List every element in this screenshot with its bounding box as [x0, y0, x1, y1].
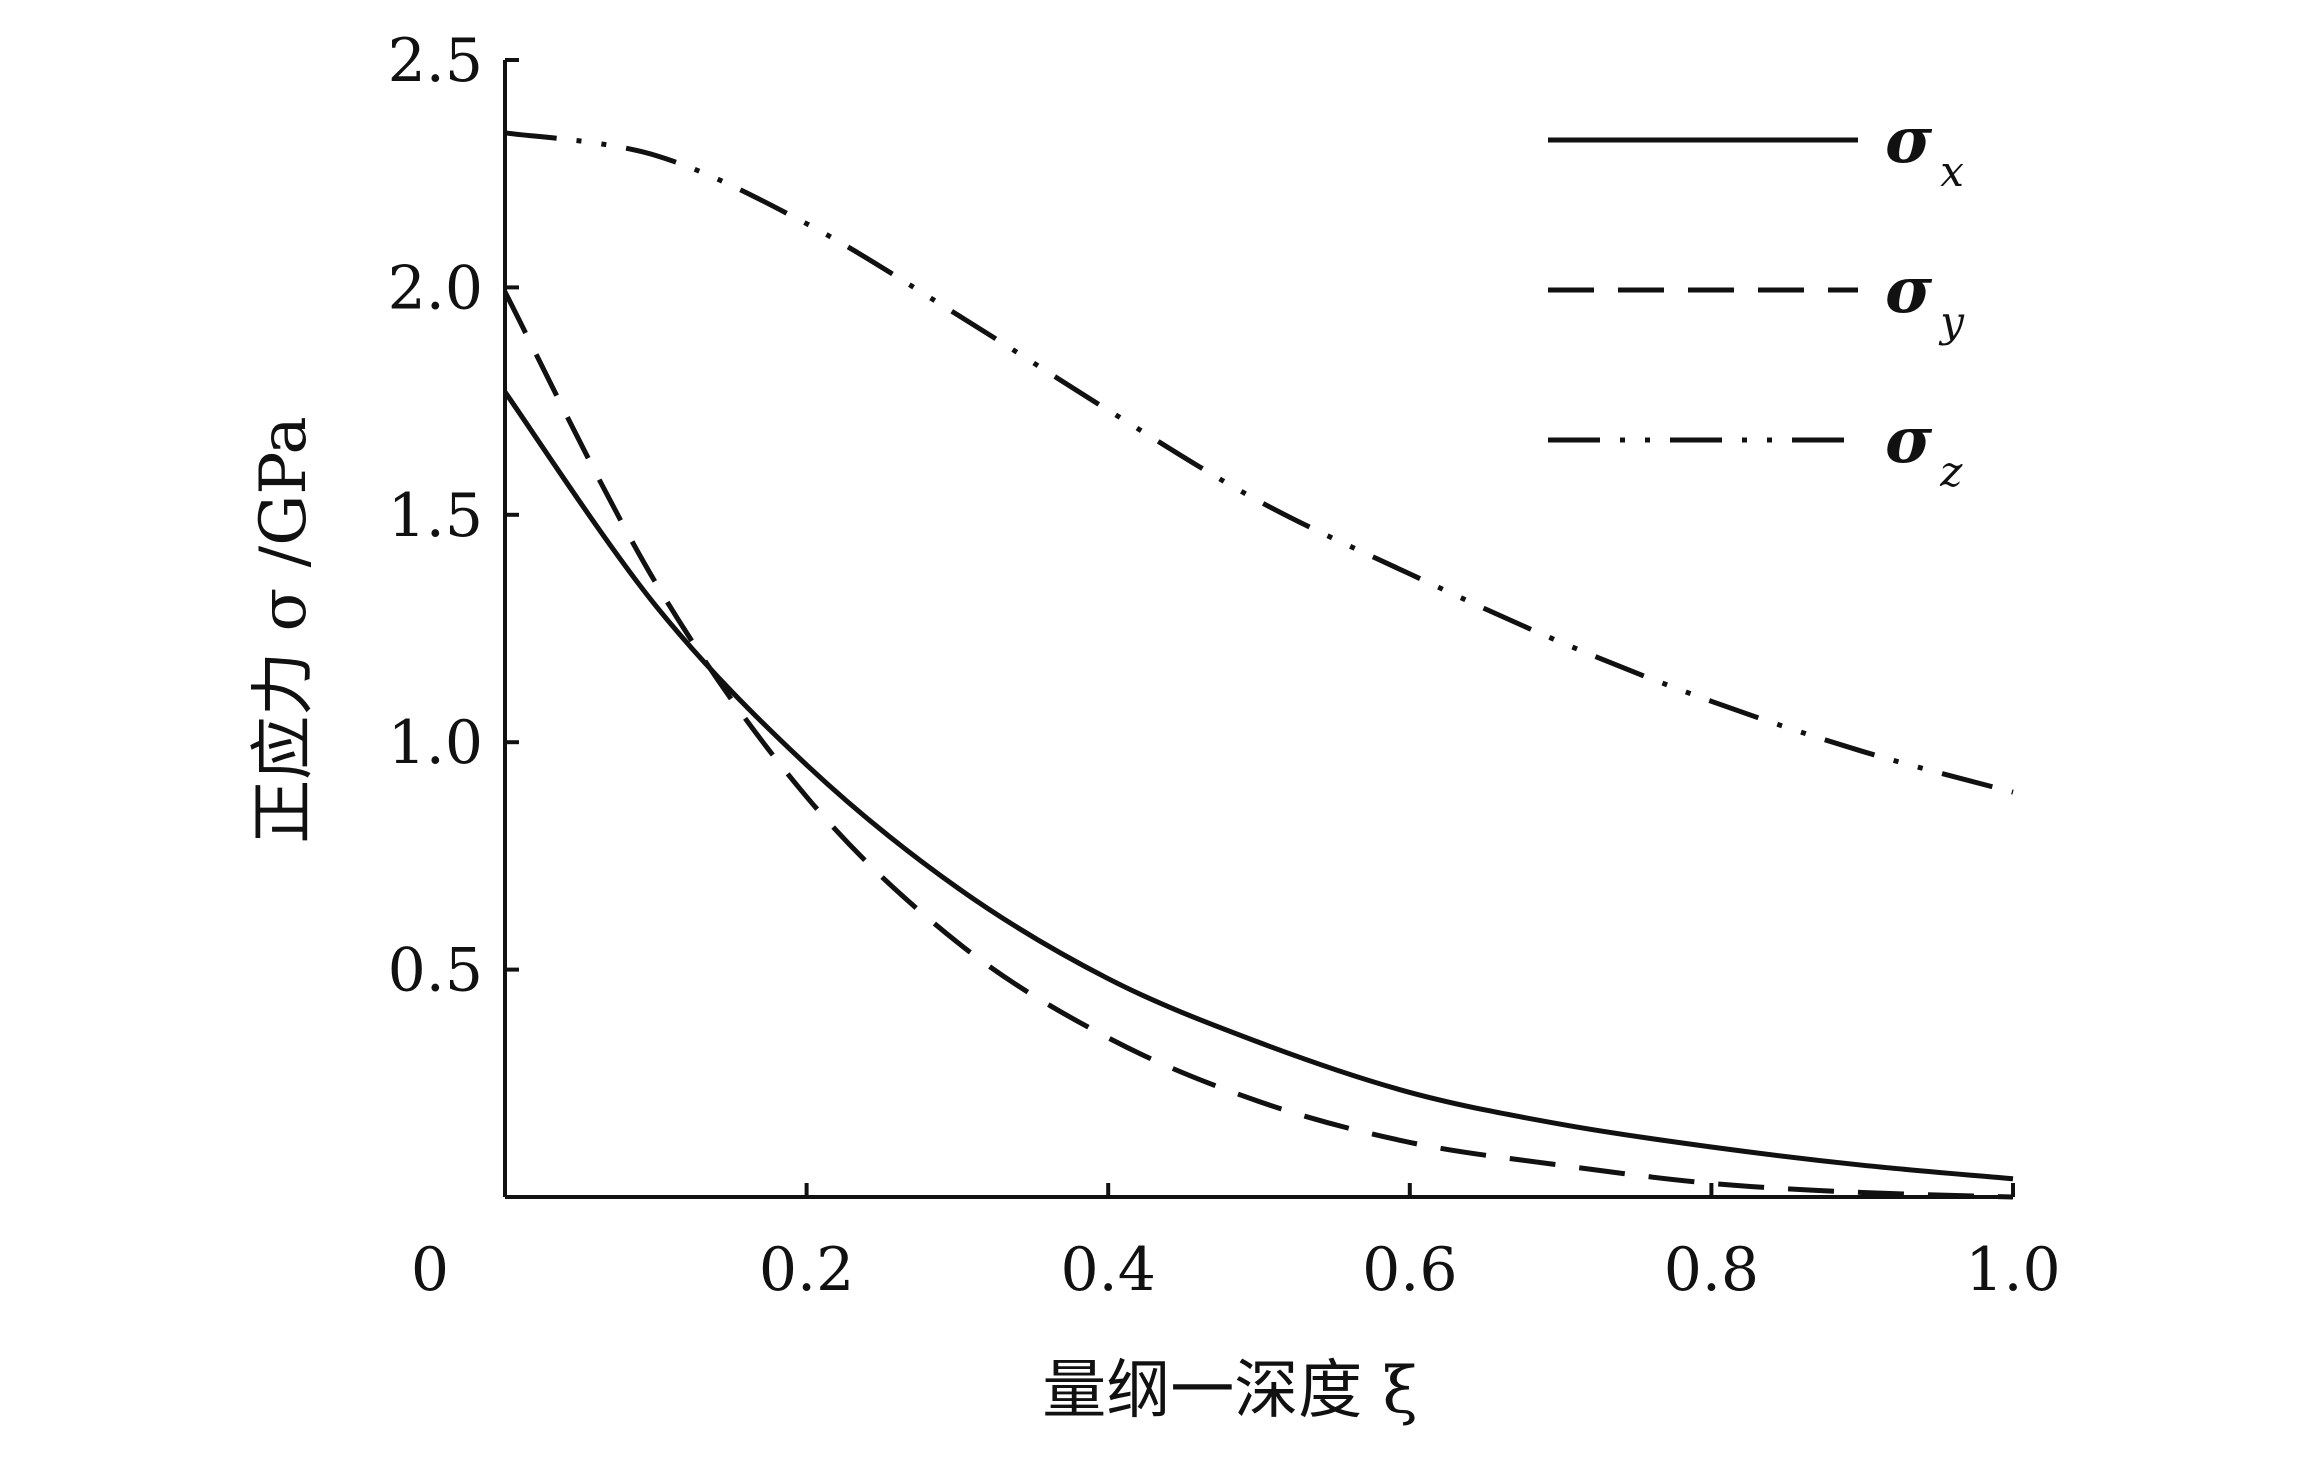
- legend-subscript: z: [1939, 447, 1963, 496]
- x-tick-label: 1.0: [1965, 1235, 2060, 1305]
- x-tick-label: 0.2: [759, 1235, 854, 1305]
- series-lines: [502, 130, 2014, 1200]
- y-axis-title: 正应力 σ /GPa: [247, 416, 321, 843]
- legend-subscript: y: [1938, 297, 1965, 346]
- y-tick-label: 1.5: [388, 481, 483, 551]
- legend-symbol: σ: [1885, 103, 1933, 178]
- x-axis-title: 量纲一深度 ξ: [1042, 1354, 1418, 1428]
- x-tick-label: 0: [411, 1235, 449, 1305]
- x-ticks: 0 0.2 0.4 0.6 0.8 1.0: [411, 1183, 2061, 1305]
- y-tick-label: 0.5: [388, 936, 483, 1006]
- x-tick-label: 0.6: [1362, 1235, 1457, 1305]
- y-tick-label: 2.0: [388, 253, 483, 323]
- y-ticks: 0.5 1.0 1.5 2.0 2.5: [388, 26, 519, 1006]
- legend-symbol: σ: [1885, 253, 1933, 328]
- y-tick-label: 1.0: [388, 708, 483, 778]
- y-tick-label: 2.5: [388, 26, 483, 96]
- series-line-x: [502, 390, 2014, 1182]
- legend-symbol: σ: [1885, 403, 1933, 478]
- legend-subscript: x: [1940, 147, 1964, 196]
- x-tick-label: 0.4: [1060, 1235, 1155, 1305]
- axes: [503, 60, 2013, 1199]
- series-line-z: [504, 130, 2014, 795]
- series-line-y: [502, 290, 2014, 1200]
- legend: σ xσ yσ z: [1548, 103, 1965, 496]
- x-tick-label: 0.8: [1664, 1235, 1759, 1305]
